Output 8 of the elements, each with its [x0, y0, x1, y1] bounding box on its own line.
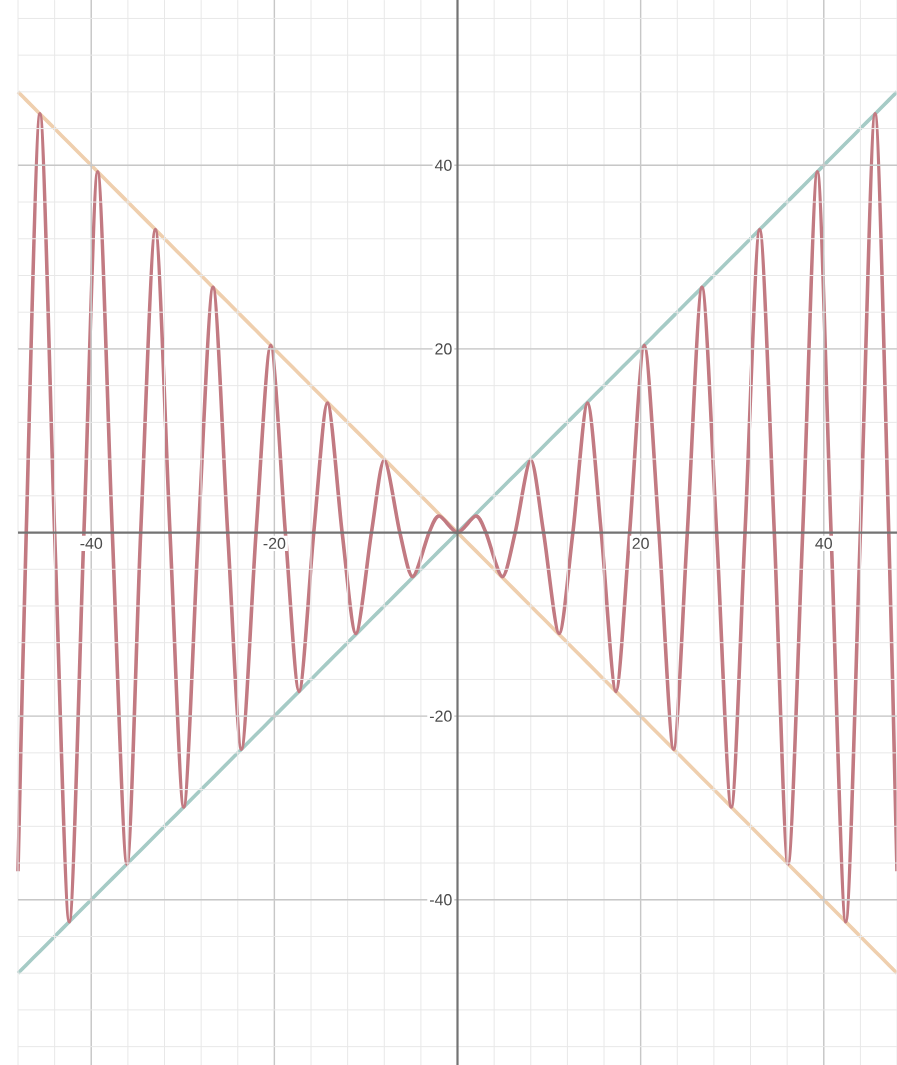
- x-tick-label: 40: [815, 537, 832, 550]
- y-tick-label: -20: [429, 710, 452, 722]
- y-tick-label: 40: [434, 159, 452, 171]
- y-tick-label: 20: [435, 343, 452, 355]
- x-tick-label: -40: [80, 537, 103, 550]
- x-tick-label: 20: [632, 537, 649, 550]
- y-tick-label: -40: [429, 894, 452, 906]
- x-tick-label: -20: [263, 537, 286, 550]
